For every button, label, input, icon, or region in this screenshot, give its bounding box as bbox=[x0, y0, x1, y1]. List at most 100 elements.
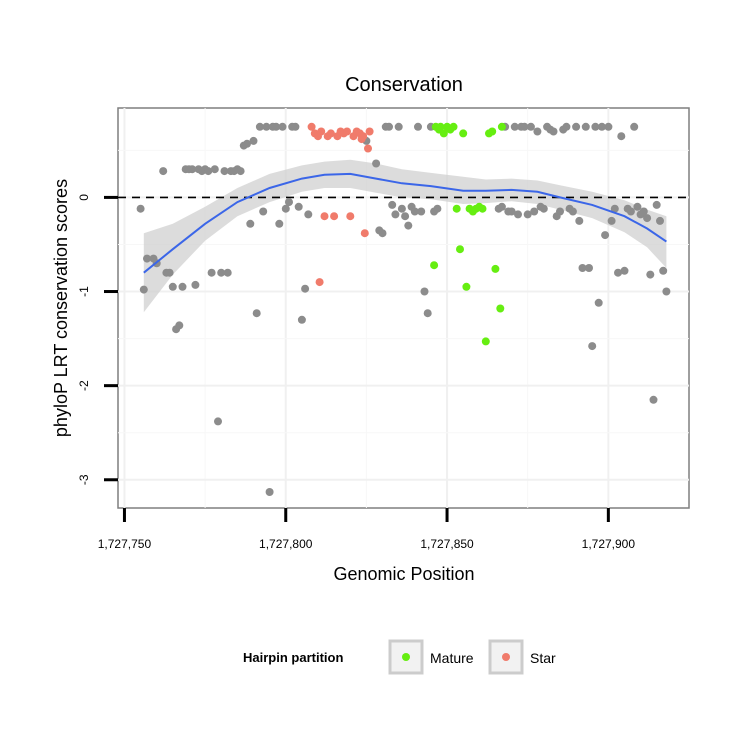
y-axis-title: phyloP LRT conservation scores bbox=[51, 179, 71, 437]
point-unpartitioned bbox=[633, 202, 642, 211]
point-unpartitioned bbox=[417, 207, 426, 216]
point-unpartitioned bbox=[594, 298, 603, 307]
point-unpartitioned bbox=[291, 122, 300, 131]
point-unpartitioned bbox=[614, 268, 622, 277]
point-unpartitioned bbox=[159, 167, 168, 176]
point-unpartitioned bbox=[165, 268, 174, 277]
point-unpartitioned bbox=[497, 202, 506, 211]
point-star bbox=[364, 144, 372, 153]
point-star bbox=[320, 212, 329, 221]
point-unpartitioned bbox=[207, 268, 216, 277]
point-unpartitioned bbox=[639, 207, 648, 216]
point-unpartitioned bbox=[610, 204, 619, 213]
point-unpartitioned bbox=[255, 122, 264, 131]
point-unpartitioned bbox=[533, 127, 542, 136]
point-star bbox=[317, 127, 326, 136]
point-unpartitioned bbox=[514, 210, 522, 219]
point-star bbox=[359, 132, 368, 141]
legend-item-mature: Mature bbox=[388, 639, 474, 675]
point-unpartitioned bbox=[507, 207, 516, 216]
point-mature bbox=[462, 282, 471, 291]
smooth-trend-line bbox=[143, 172, 667, 274]
point-unpartitioned bbox=[585, 264, 593, 272]
point-unpartitioned bbox=[275, 219, 284, 228]
point-unpartitioned bbox=[401, 212, 410, 221]
point-unpartitioned bbox=[394, 122, 403, 131]
point-mature bbox=[488, 127, 497, 136]
point-unpartitioned bbox=[191, 280, 200, 289]
point-unpartitioned bbox=[178, 282, 187, 291]
y-tick-label: -3 bbox=[77, 474, 91, 485]
point-unpartitioned bbox=[620, 266, 629, 275]
point-unpartitioned bbox=[626, 207, 635, 216]
point-star bbox=[343, 127, 351, 136]
point-unpartitioned bbox=[556, 207, 564, 216]
point-unpartitioned bbox=[572, 122, 581, 131]
point-mature bbox=[497, 122, 506, 131]
point-unpartitioned bbox=[523, 210, 532, 219]
point-unpartitioned bbox=[397, 204, 406, 213]
point-unpartitioned bbox=[175, 321, 184, 330]
point-unpartitioned bbox=[217, 268, 226, 277]
legend: Hairpin partition Mature Star bbox=[243, 639, 556, 675]
point-unpartitioned bbox=[385, 122, 393, 131]
point-unpartitioned bbox=[304, 210, 313, 219]
point-unpartitioned bbox=[246, 219, 255, 228]
point-unpartitioned bbox=[433, 204, 442, 213]
y-tick-label: -2 bbox=[77, 380, 91, 391]
point-mature bbox=[430, 261, 439, 270]
point-star bbox=[365, 127, 374, 136]
y-tick-label: 0 bbox=[77, 194, 91, 201]
point-unpartitioned bbox=[262, 122, 271, 131]
legend-swatch-star bbox=[502, 653, 510, 661]
point-mature bbox=[439, 129, 448, 138]
x-tick-label: 1,727,900 bbox=[582, 537, 636, 551]
point-unpartitioned bbox=[249, 136, 258, 145]
x-tick-label: 1,727,800 bbox=[259, 537, 313, 551]
point-unpartitioned bbox=[168, 282, 177, 291]
point-unpartitioned bbox=[549, 127, 558, 136]
legend-swatch-mature bbox=[402, 653, 410, 661]
point-unpartitioned bbox=[581, 122, 590, 131]
point-unpartitioned bbox=[223, 268, 232, 277]
x-axis-title: Genomic Position bbox=[333, 564, 474, 584]
point-unpartitioned bbox=[388, 200, 397, 209]
point-unpartitioned bbox=[281, 204, 290, 213]
chart-title: Conservation bbox=[345, 74, 463, 96]
point-mature bbox=[459, 129, 468, 138]
point-mature bbox=[478, 204, 487, 213]
grid-lines bbox=[118, 108, 689, 508]
point-unpartitioned bbox=[243, 139, 251, 148]
point-unpartitioned bbox=[372, 159, 381, 168]
point-unpartitioned bbox=[414, 122, 422, 131]
point-star bbox=[330, 212, 339, 221]
point-unpartitioned bbox=[510, 122, 519, 131]
point-unpartitioned bbox=[272, 122, 281, 131]
point-unpartitioned bbox=[607, 216, 616, 225]
point-mature bbox=[491, 264, 500, 273]
point-unpartitioned bbox=[597, 122, 606, 131]
point-unpartitioned bbox=[285, 198, 293, 207]
point-unpartitioned bbox=[214, 417, 222, 426]
point-unpartitioned bbox=[278, 122, 287, 131]
point-unpartitioned bbox=[568, 207, 577, 216]
point-unpartitioned bbox=[204, 167, 213, 176]
point-unpartitioned bbox=[575, 216, 584, 225]
point-unpartitioned bbox=[252, 309, 261, 318]
legend-label-star: Star bbox=[530, 650, 556, 666]
point-unpartitioned bbox=[236, 167, 245, 176]
point-unpartitioned bbox=[652, 200, 661, 209]
point-unpartitioned bbox=[410, 207, 419, 216]
point-mature bbox=[436, 122, 445, 131]
point-unpartitioned bbox=[420, 287, 429, 296]
legend-item-star: Star bbox=[488, 639, 556, 675]
point-unpartitioned bbox=[136, 204, 145, 213]
point-mature bbox=[481, 337, 490, 346]
point-unpartitioned bbox=[297, 315, 306, 324]
point-unpartitioned bbox=[265, 488, 274, 496]
point-unpartitioned bbox=[220, 167, 229, 176]
point-unpartitioned bbox=[578, 264, 587, 272]
point-unpartitioned bbox=[656, 216, 664, 225]
point-unpartitioned bbox=[646, 270, 655, 279]
point-star bbox=[326, 129, 335, 138]
